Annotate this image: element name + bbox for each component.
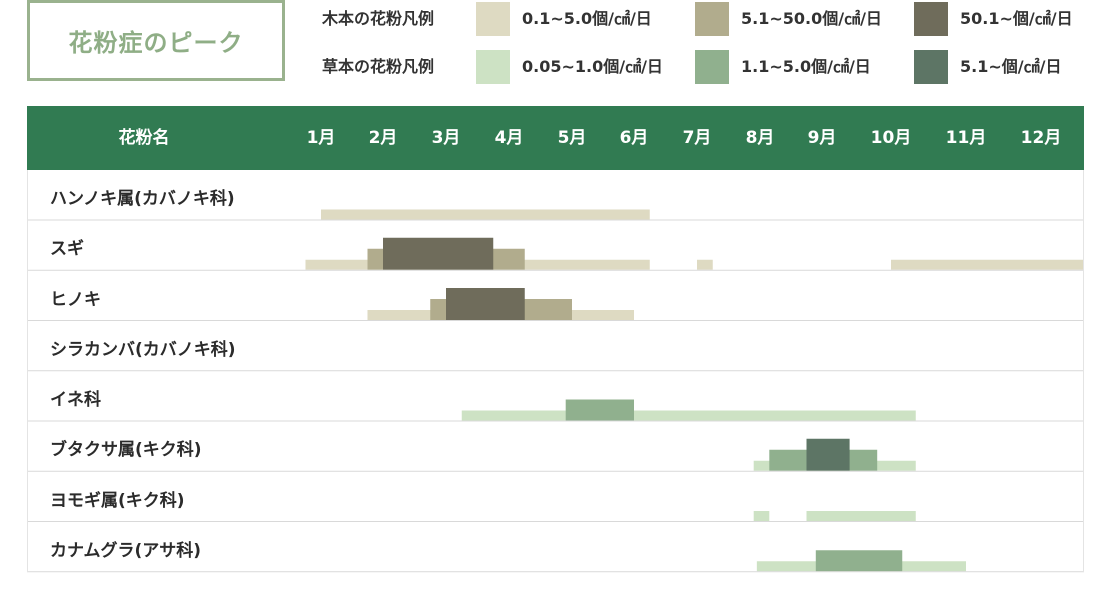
pollen-bar-level-1 <box>891 259 1084 270</box>
tree-legend-label: 木本の花粉凡例 <box>322 9 435 28</box>
row-label: イネ科 <box>50 390 101 410</box>
pollen-bar-level-3 <box>806 438 850 471</box>
tree-legend-swatch-mid <box>695 2 729 36</box>
chart-row <box>27 399 1084 422</box>
tree-legend-text-high: 50.1~個/㎠/日 <box>960 9 1073 28</box>
grass-legend-swatch-high <box>914 50 948 84</box>
chart-row <box>27 209 1084 221</box>
grass-legend-swatch-low <box>476 50 510 84</box>
table-header: 花粉名 1月 2月 3月 4月 5月 6月 7月 8月 9月 10月 11月 12月 <box>27 106 1084 170</box>
tree-legend-swatch-low <box>476 2 510 36</box>
chart-title: 花粉症のピーク <box>27 0 285 81</box>
pollen-bar-level-1 <box>753 511 770 521</box>
header-month-11: 11月 <box>945 128 987 148</box>
header-month-1: 1月 <box>306 128 336 148</box>
row-label: シラカンバ(カバノキ科) <box>50 339 236 360</box>
grass-legend-text-low: 0.05~1.0個/㎠/日 <box>522 57 663 76</box>
grass-legend-text-mid: 1.1~5.0個/㎠/日 <box>741 57 871 76</box>
row-label: ヒノキ <box>50 289 101 310</box>
header-month-12: 12月 <box>1020 128 1062 148</box>
grass-legend-text-high: 5.1~個/㎠/日 <box>960 57 1062 76</box>
pollen-bar-level-3 <box>446 288 525 320</box>
header-month-3: 3月 <box>431 128 461 148</box>
pollen-bar-level-1 <box>697 259 713 270</box>
pollen-bar-level-1 <box>461 410 916 421</box>
chart-row <box>27 511 1084 522</box>
chart-row <box>27 550 1084 573</box>
header-month-5: 5月 <box>557 128 587 148</box>
row-label: カナムグラ(アサ科) <box>50 540 202 561</box>
pollen-bar-level-2 <box>815 550 903 572</box>
tree-legend-swatch-high <box>914 2 948 36</box>
chart-row <box>27 438 1084 472</box>
pollen-bar-level-3 <box>383 237 494 270</box>
pollen-bar-level-1 <box>806 511 916 521</box>
row-label: ブタクサ属(キク科) <box>50 440 202 461</box>
header-month-9: 9月 <box>807 128 837 148</box>
chart-row <box>27 288 1084 321</box>
header-month-8: 8月 <box>745 128 775 148</box>
pollen-bar-level-1 <box>321 209 650 220</box>
row-label: ハンノキ属(カバノキ科) <box>50 189 235 209</box>
header-pollen-name: 花粉名 <box>118 128 170 148</box>
header-month-6: 6月 <box>619 128 649 148</box>
header-month-4: 4月 <box>494 128 524 148</box>
grass-legend-swatch-mid <box>695 50 729 84</box>
row-label: スギ <box>50 239 84 260</box>
grass-legend-label: 草本の花粉凡例 <box>322 57 435 76</box>
pollen-bar-level-2 <box>565 399 634 421</box>
header-month-2: 2月 <box>368 128 398 148</box>
chart-row <box>27 237 1084 271</box>
row-label: ヨモギ属(キク科) <box>50 490 185 511</box>
header-month-10: 10月 <box>870 128 912 148</box>
tree-legend-text-mid: 5.1~50.0個/㎠/日 <box>741 9 882 28</box>
header-month-7: 7月 <box>682 128 712 148</box>
tree-legend-text-low: 0.1~5.0個/㎠/日 <box>522 9 652 28</box>
